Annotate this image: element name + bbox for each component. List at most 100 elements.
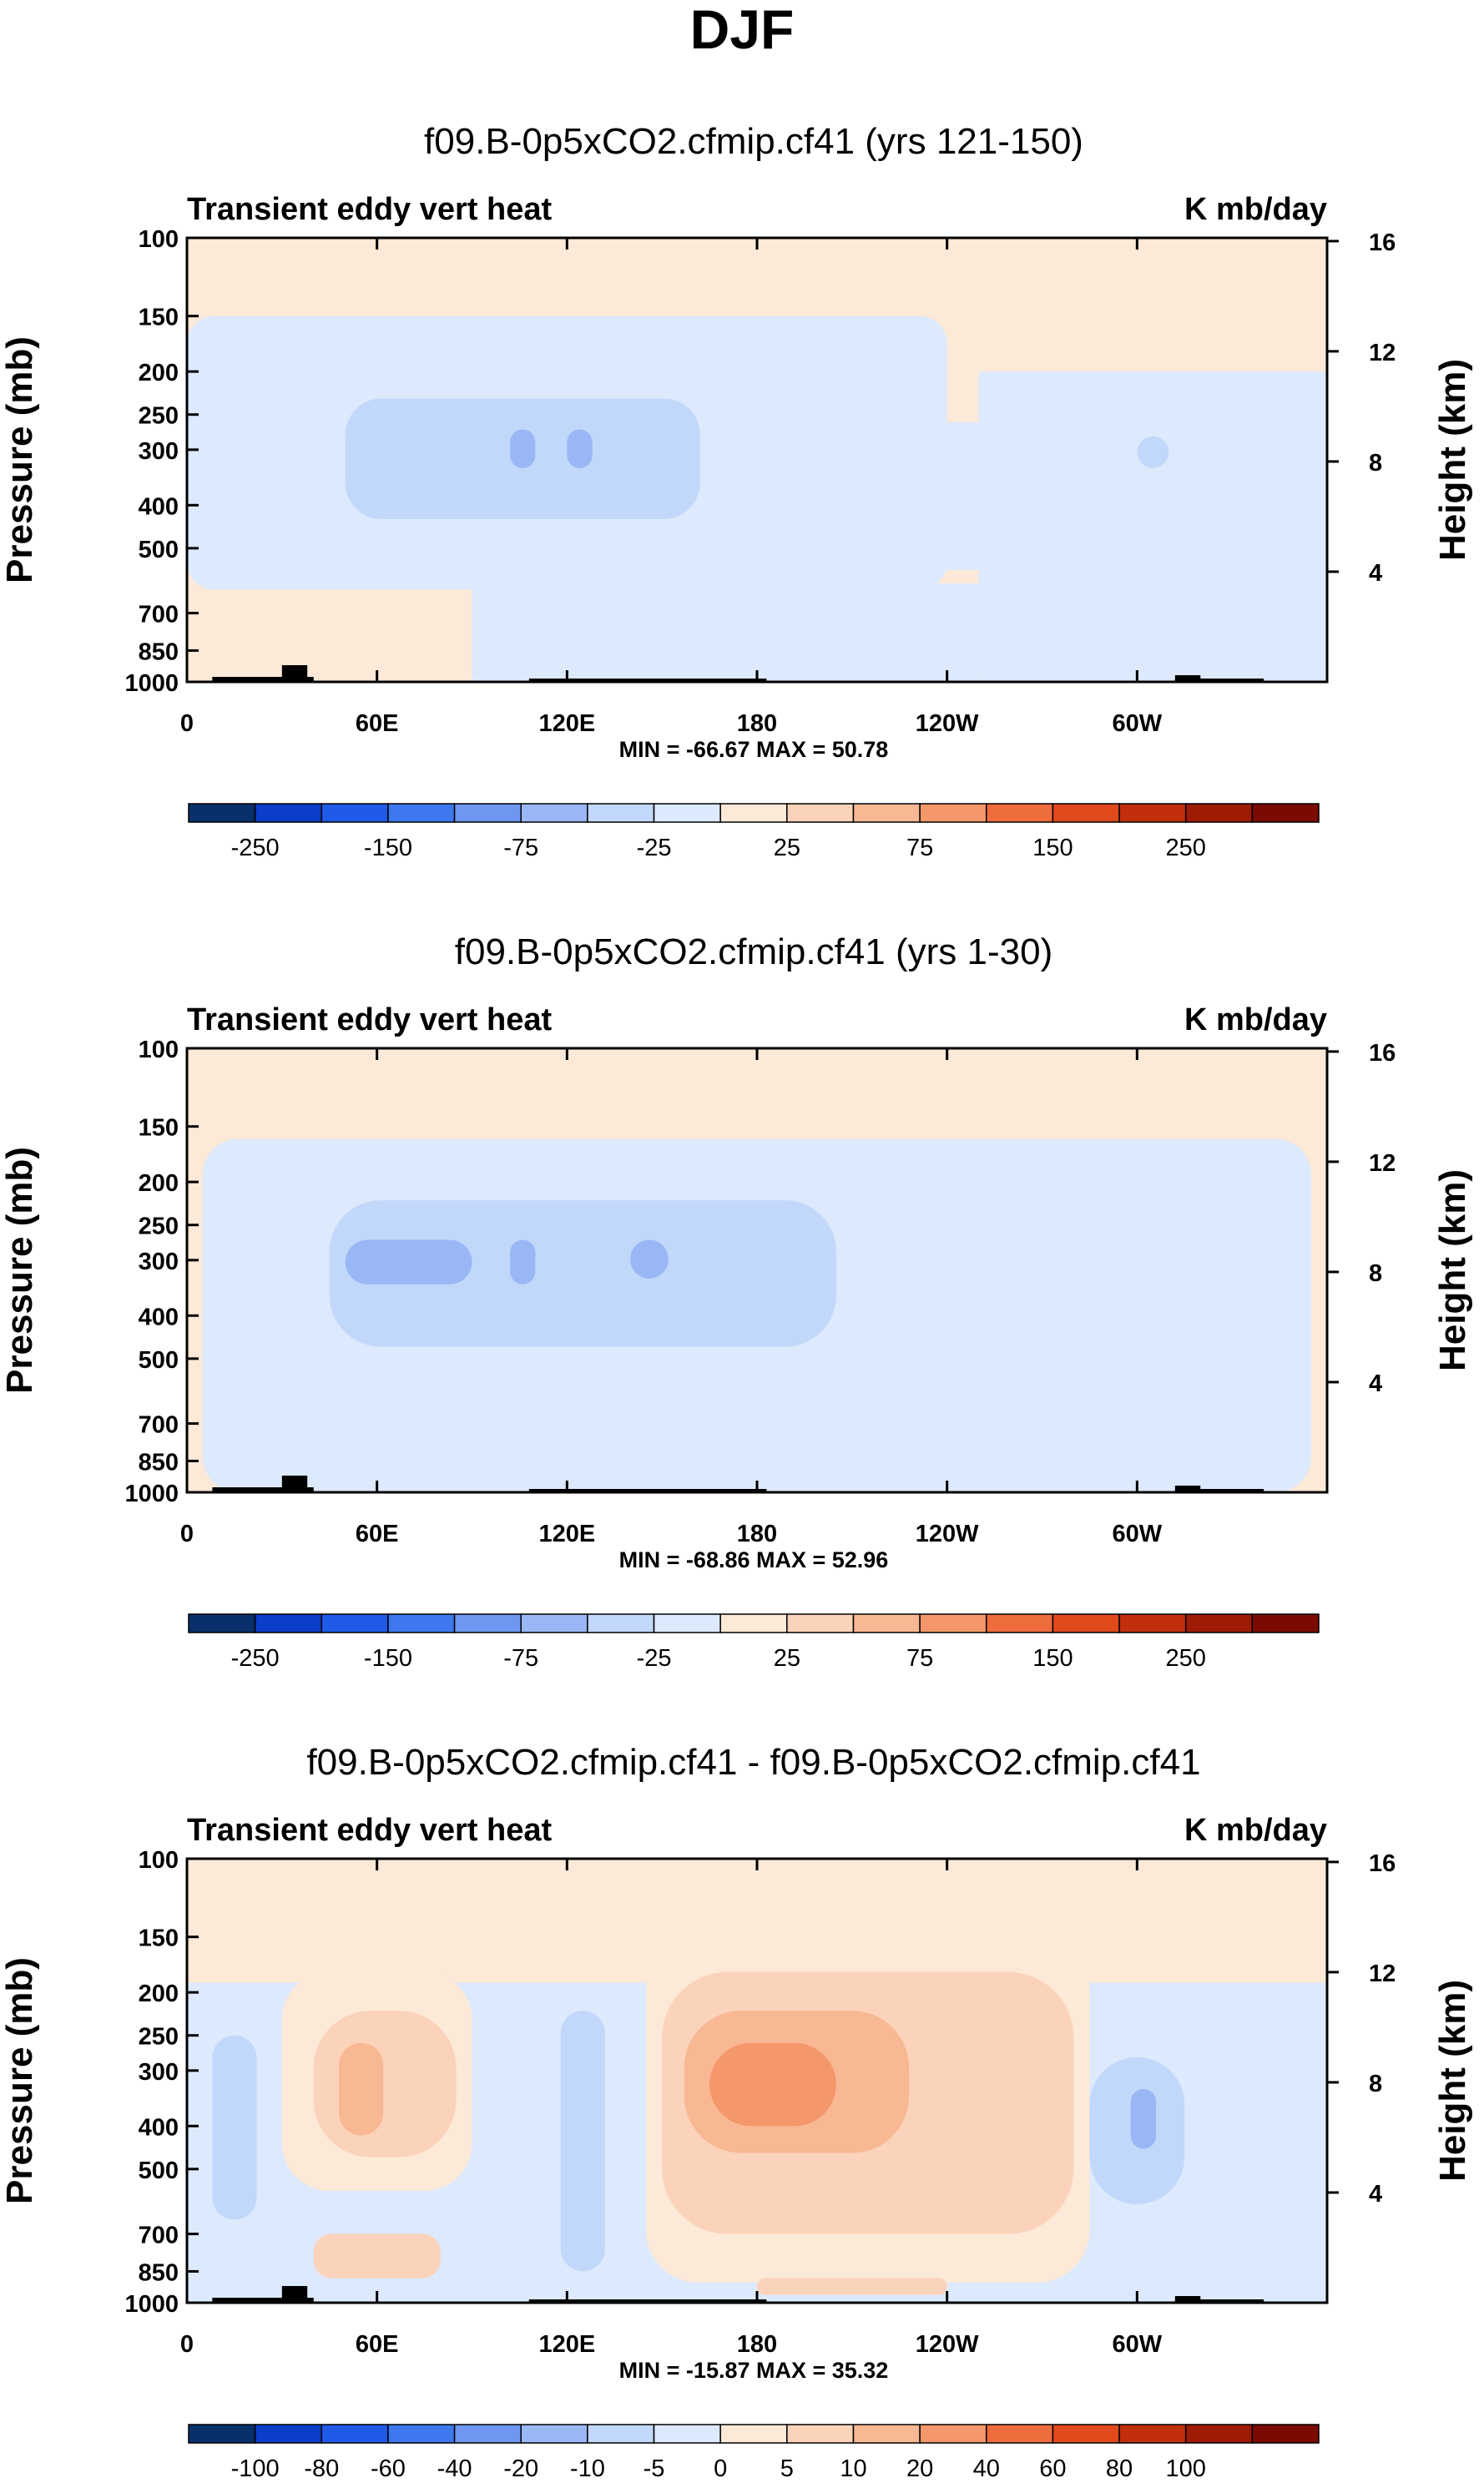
colorbar-label: -5 xyxy=(644,2455,665,2482)
contour-region xyxy=(313,2233,441,2279)
panel-title: f09.B-0p5xCO2.cfmip.cf41 (yrs 1-30) xyxy=(455,931,1052,972)
y-tick-label: 300 xyxy=(139,438,179,465)
colorbar-box xyxy=(919,1613,987,1633)
panel-right-label: K mb/day xyxy=(1184,192,1327,227)
contour-region xyxy=(1130,2088,1157,2149)
x-tick-label: 60E xyxy=(356,1521,399,1547)
colorbar-label: -75 xyxy=(503,835,538,861)
colorbar-label: -80 xyxy=(304,2455,339,2482)
y-right-tick-label: 4 xyxy=(1369,560,1382,587)
topography-mask xyxy=(1174,679,1264,682)
colorbar-box xyxy=(321,2424,389,2444)
topography-mask xyxy=(528,1489,767,1492)
topography-mask xyxy=(1174,1489,1264,1492)
x-tick-label: 0 xyxy=(180,710,194,737)
colorbar-label: 150 xyxy=(1032,835,1073,861)
colorbar-box xyxy=(387,1613,456,1633)
min-max-stats: MIN = -66.67 MAX = 50.78 xyxy=(619,737,889,762)
colorbar-label: -60 xyxy=(371,2455,406,2482)
panel-left-label: Transient eddy vert heat xyxy=(187,192,552,227)
colorbar-box xyxy=(587,1613,655,1633)
colorbar-label: 10 xyxy=(840,2455,866,2482)
x-tick-label: 180 xyxy=(737,2331,777,2358)
colorbar-box xyxy=(852,1613,921,1633)
colorbar-box xyxy=(919,2424,987,2444)
y-tick-label: 100 xyxy=(139,1037,179,1063)
min-max-stats: MIN = -68.86 MAX = 52.96 xyxy=(619,1547,889,1572)
contour-region xyxy=(510,429,536,468)
colorbar-box xyxy=(852,2424,921,2444)
y-right-tick-label: 16 xyxy=(1369,230,1396,256)
y-tick-label: 100 xyxy=(139,226,179,253)
y-axis-label: Pressure (mb) xyxy=(0,1147,40,1394)
colorbar-box xyxy=(1052,1613,1120,1633)
colorbar-label: 250 xyxy=(1166,1645,1206,1672)
colorbar-box xyxy=(1251,803,1320,823)
colorbar-box xyxy=(453,2424,522,2444)
colorbar-label: 20 xyxy=(906,2455,933,2482)
colorbar-box xyxy=(254,803,323,823)
colorbar-label: -20 xyxy=(503,2455,538,2482)
x-tick-label: 120W xyxy=(916,1521,979,1547)
contour-region xyxy=(313,2011,457,2157)
colorbar-label: 25 xyxy=(774,835,800,861)
y-tick-label: 1000 xyxy=(124,1481,179,1507)
panel-left-label: Transient eddy vert heat xyxy=(187,1813,552,1848)
contour-region xyxy=(329,1200,836,1347)
x-tick-label: 60E xyxy=(356,2331,399,2358)
topography-mask xyxy=(528,679,767,682)
colorbar-box xyxy=(254,2424,323,2444)
colorbar-label: -75 xyxy=(503,1645,538,1672)
min-max-stats: MIN = -15.87 MAX = 35.32 xyxy=(619,2358,889,2383)
colorbar-box xyxy=(653,1613,721,1633)
y-tick-label: 400 xyxy=(139,1304,179,1330)
y-tick-label: 200 xyxy=(139,360,179,386)
colorbar-box xyxy=(1118,2424,1187,2444)
topography-mask xyxy=(528,2299,767,2303)
y-tick-label: 250 xyxy=(139,403,179,430)
colorbar-box xyxy=(453,1613,522,1633)
colorbar-box xyxy=(852,803,921,823)
x-tick-label: 120W xyxy=(916,2331,979,2358)
colorbar-box xyxy=(719,1613,788,1633)
y-right-tick-label: 8 xyxy=(1369,2071,1382,2097)
chart-panel-3: f09.B-0p5xCO2.cfmip.cf41 - f09.B-0p5xCO2… xyxy=(0,1742,1473,2482)
colorbar-box xyxy=(587,2424,655,2444)
colorbar-label: -250 xyxy=(231,835,280,861)
y-tick-label: 850 xyxy=(139,2259,179,2286)
contour-region xyxy=(212,2035,257,2220)
colorbar-box xyxy=(1184,1613,1254,1633)
y-tick-label: 1000 xyxy=(124,670,179,697)
colorbar-label: 5 xyxy=(780,2455,794,2482)
colorbar-label: 0 xyxy=(714,2455,727,2482)
panel-title: f09.B-0p5xCO2.cfmip.cf41 - f09.B-0p5xCO2… xyxy=(306,1742,1200,1783)
y-tick-label: 200 xyxy=(139,1981,179,2007)
y-tick-label: 200 xyxy=(139,1170,179,1197)
colorbar-box xyxy=(520,803,588,823)
colorbar-label: -250 xyxy=(231,1645,280,1672)
topography-mask xyxy=(212,677,314,682)
y-right-axis-label: Height (km) xyxy=(1432,1169,1473,1371)
colorbar-box xyxy=(986,803,1054,823)
contour-field xyxy=(187,238,1327,682)
contour-region xyxy=(472,583,979,682)
colorbar-box xyxy=(986,2424,1054,2444)
y-tick-label: 150 xyxy=(139,305,179,331)
colorbar-box xyxy=(520,2424,588,2444)
contour-region xyxy=(339,2042,384,2136)
colorbar-label: 40 xyxy=(973,2455,1000,2482)
colorbar-label: 75 xyxy=(906,1645,933,1672)
chart-panel-1: f09.B-0p5xCO2.cfmip.cf41 (yrs 121-150) Tr… xyxy=(0,121,1473,861)
y-right-tick-label: 4 xyxy=(1369,1370,1382,1397)
x-tick-label: 180 xyxy=(737,1521,777,1547)
x-tick-label: 60E xyxy=(356,710,399,737)
colorbar-label: -150 xyxy=(364,1645,412,1672)
y-right-tick-label: 16 xyxy=(1369,1040,1396,1067)
contour-region xyxy=(709,2042,836,2127)
colorbar-box xyxy=(321,803,389,823)
colorbar-box xyxy=(653,803,721,823)
topography-mask xyxy=(281,665,308,682)
colorbar-label: 25 xyxy=(774,1645,800,1672)
colorbar-box xyxy=(986,1613,1054,1633)
